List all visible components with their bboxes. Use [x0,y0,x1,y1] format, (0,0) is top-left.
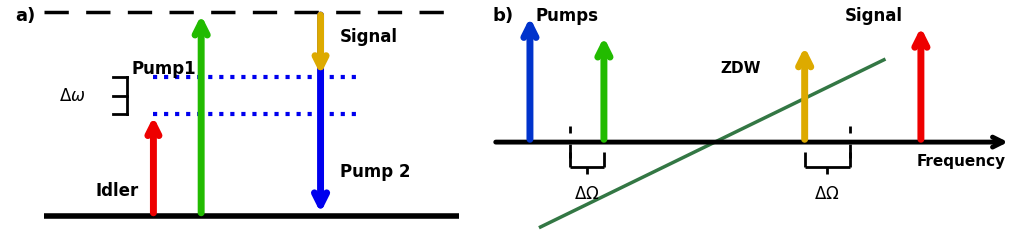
Text: a): a) [15,7,36,25]
Text: Signal: Signal [339,28,397,46]
Text: Idler: Idler [96,182,139,200]
Text: ZDW: ZDW [720,61,761,76]
Text: Signal: Signal [844,7,902,25]
Text: $\Delta\Omega$: $\Delta\Omega$ [574,185,599,203]
Text: Pump1: Pump1 [132,60,196,78]
Text: $\Delta\omega$: $\Delta\omega$ [59,87,85,105]
Text: Pump 2: Pump 2 [339,162,410,181]
Text: Pumps: Pumps [535,7,598,25]
Text: $\Delta\Omega$: $\Delta\Omega$ [815,185,840,203]
Text: b): b) [493,7,514,25]
Text: Frequency: Frequency [916,154,1006,169]
